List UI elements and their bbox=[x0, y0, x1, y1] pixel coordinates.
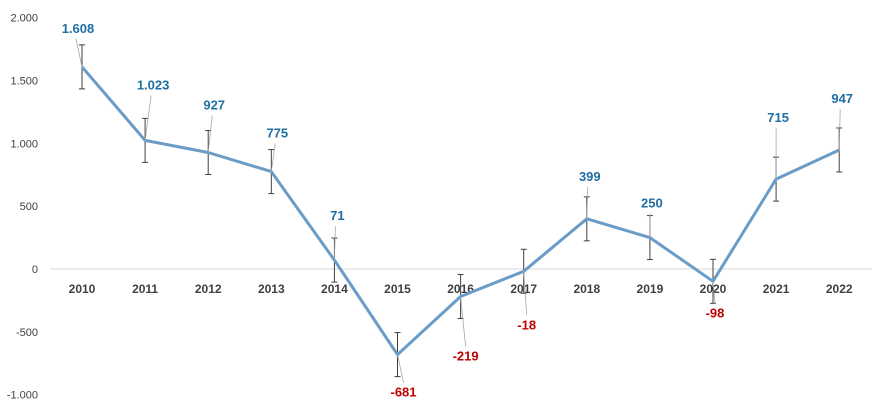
error-bar bbox=[79, 44, 85, 90]
y-axis-ticks: 2.000 1.500 1.000 500 0 -500 -1.000 bbox=[7, 13, 38, 402]
data-label: 1.023 bbox=[137, 77, 170, 92]
leader-line bbox=[397, 354, 404, 383]
leader-line bbox=[838, 108, 841, 150]
y-tick-label: 500 bbox=[20, 201, 38, 213]
data-label: 1.608 bbox=[62, 21, 95, 36]
x-tick-label: 2018 bbox=[573, 282, 600, 296]
y-tick-label: -1.000 bbox=[7, 390, 38, 402]
data-labels: 1.608 1.023 927 775 71 -681 -219 -18 399 250 -98 71… bbox=[62, 21, 853, 400]
y-tick-label: -500 bbox=[16, 327, 38, 339]
x-tick-label: 2015 bbox=[384, 282, 411, 296]
leader-line bbox=[523, 271, 528, 316]
data-label: 71 bbox=[330, 208, 344, 223]
error-bars bbox=[79, 44, 843, 378]
x-tick-label: 2012 bbox=[195, 282, 222, 296]
leader-line bbox=[712, 281, 716, 304]
data-label: -18 bbox=[517, 317, 536, 332]
leader-line bbox=[460, 296, 466, 347]
leader-line bbox=[144, 95, 152, 141]
x-tick-label: 2014 bbox=[321, 282, 348, 296]
y-tick-label: 0 bbox=[32, 264, 38, 276]
leader-line bbox=[207, 115, 213, 153]
x-tick-label: 2021 bbox=[763, 282, 790, 296]
data-label: 715 bbox=[767, 110, 789, 125]
y-tick-label: 1.000 bbox=[10, 138, 38, 150]
y-tick-label: 1.500 bbox=[10, 75, 38, 87]
series-line bbox=[80, 65, 840, 357]
data-label: 927 bbox=[203, 97, 225, 112]
leader-line bbox=[586, 186, 589, 219]
leader-line bbox=[270, 143, 276, 172]
data-label: 947 bbox=[831, 91, 853, 106]
data-label: 250 bbox=[641, 196, 663, 211]
y-tick-label: 2.000 bbox=[10, 13, 38, 25]
x-tick-label: 2022 bbox=[826, 282, 853, 296]
x-tick-label: 2013 bbox=[258, 282, 285, 296]
x-tick-label: 2010 bbox=[69, 282, 96, 296]
data-label: 399 bbox=[579, 169, 601, 184]
data-label: -681 bbox=[390, 385, 416, 400]
data-label: -219 bbox=[453, 349, 479, 364]
x-tick-label: 2011 bbox=[132, 282, 158, 296]
data-label: -98 bbox=[706, 305, 725, 320]
label-leader-lines bbox=[75, 38, 841, 383]
x-tick-label: 2019 bbox=[637, 282, 664, 296]
data-label: 775 bbox=[266, 126, 288, 141]
leader-line bbox=[334, 226, 336, 261]
leader-line bbox=[75, 38, 83, 67]
